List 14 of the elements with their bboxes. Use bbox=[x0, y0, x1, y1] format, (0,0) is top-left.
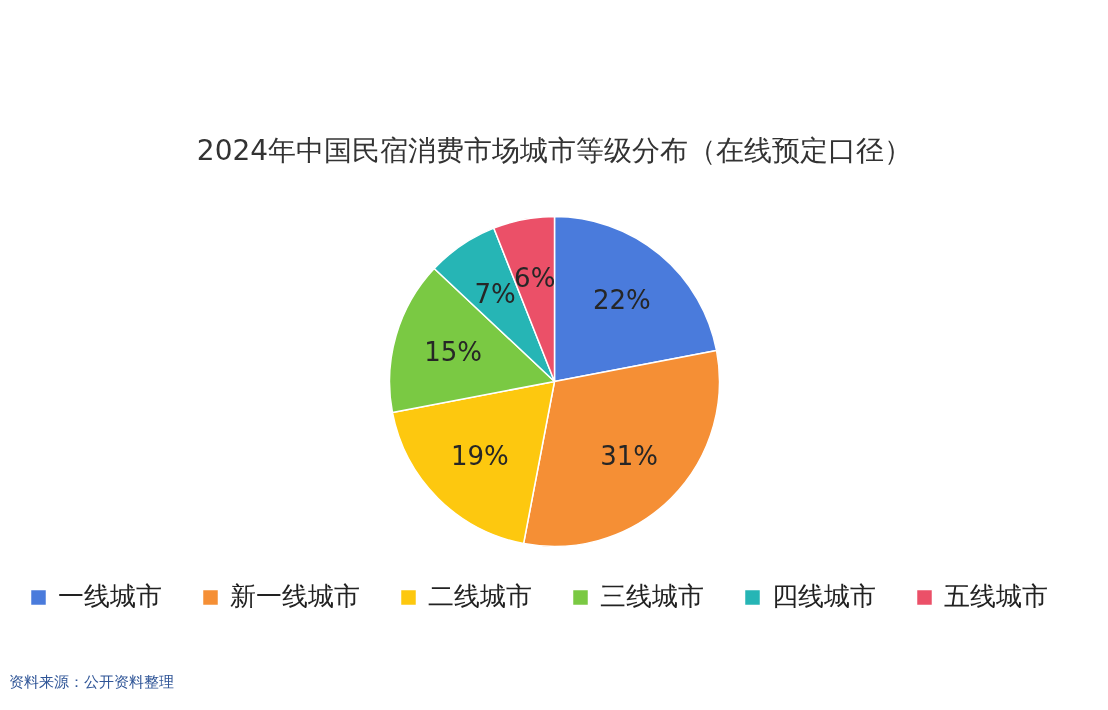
data-label: 19% bbox=[450, 441, 509, 472]
data-label: 31% bbox=[600, 441, 659, 472]
legend-label: 一线城市 bbox=[58, 580, 162, 613]
data-label: 6% bbox=[514, 262, 556, 293]
legend-label: 二线城市 bbox=[428, 580, 532, 613]
legend-label: 三线城市 bbox=[600, 580, 704, 613]
data-label: 22% bbox=[592, 285, 651, 316]
legend-label: 五线城市 bbox=[944, 580, 1048, 613]
text: 资料来源：公开资料整理 bbox=[8, 672, 174, 691]
legend-label: 新一线城市 bbox=[230, 580, 360, 613]
legend-label: 四线城市 bbox=[772, 580, 876, 613]
data-label: 15% bbox=[424, 337, 482, 368]
data-label: 7% bbox=[474, 279, 516, 310]
chart-title: 2024年中国民宿消费市场城市等级分布（在线预定口径） bbox=[196, 133, 913, 167]
